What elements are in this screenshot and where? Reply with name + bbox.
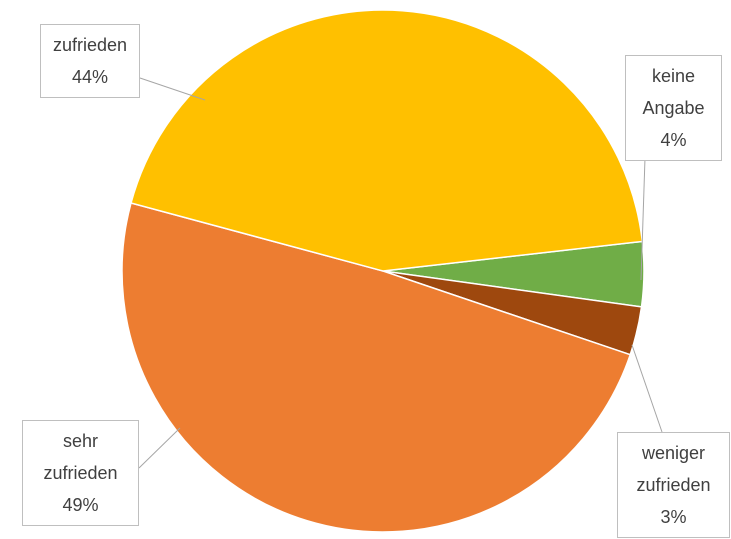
pie-slice: [121, 202, 632, 533]
data-label: zufrieden 44%: [40, 24, 140, 98]
label-name: weniger zufrieden: [636, 443, 711, 495]
label-name: sehr zufrieden: [43, 431, 118, 483]
label-value: 4%: [660, 130, 687, 150]
data-label: sehr zufrieden 49%: [22, 420, 139, 526]
label-value: 49%: [62, 495, 99, 515]
leader-line: [640, 157, 646, 281]
data-label: weniger zufrieden 3%: [617, 432, 730, 538]
label-value: 44%: [71, 67, 109, 87]
leader-line: [631, 344, 663, 433]
label-value: 3%: [660, 507, 687, 527]
leader-line: [138, 427, 181, 469]
leader-line: [139, 77, 206, 101]
label-name: keine Angabe: [642, 66, 705, 118]
pie-slice: [130, 9, 644, 272]
data-label: keine Angabe 4%: [625, 55, 722, 161]
label-name: zufrieden: [52, 35, 128, 55]
